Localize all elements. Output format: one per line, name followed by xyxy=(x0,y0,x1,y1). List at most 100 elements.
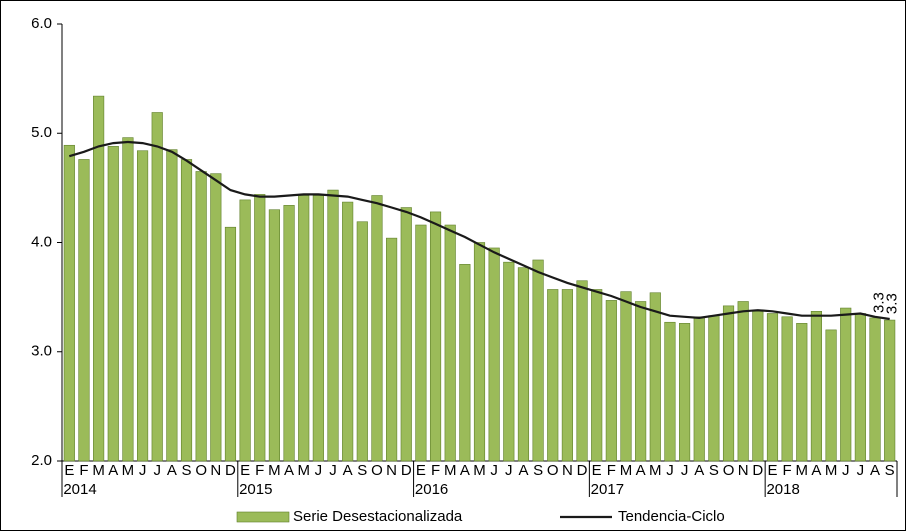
bar xyxy=(356,221,368,462)
bar xyxy=(561,289,573,462)
x-tick-label: M xyxy=(796,462,809,479)
x-tick-label: D xyxy=(752,462,763,479)
x-tick-label: D xyxy=(225,462,236,479)
x-tick-label: O xyxy=(547,462,559,479)
bar xyxy=(151,112,163,462)
bar xyxy=(459,264,471,462)
y-tick-label: 6.0 xyxy=(31,15,52,32)
bar xyxy=(429,211,442,462)
bar xyxy=(371,195,383,462)
trend-line xyxy=(68,140,890,321)
x-tick-label: F xyxy=(255,462,264,479)
x-tick-label: J xyxy=(329,462,337,479)
x-tick-label: A xyxy=(167,462,177,479)
bar xyxy=(693,316,705,462)
x-tick-label: E xyxy=(240,462,250,479)
x-tick-label: S xyxy=(182,462,192,479)
bar xyxy=(224,226,237,462)
bar xyxy=(722,305,735,462)
x-tick-label: A xyxy=(108,462,118,479)
x-tick-label: F xyxy=(79,462,88,479)
bar xyxy=(444,224,456,462)
bar xyxy=(547,289,559,462)
x-tick-label: F xyxy=(431,462,440,479)
x-tick-label: E xyxy=(767,462,777,479)
x-tick-label: A xyxy=(694,462,704,479)
bar xyxy=(78,159,90,462)
x-tick-label: M xyxy=(92,462,105,479)
x-tick-label: F xyxy=(783,462,792,479)
x-tick-label: O xyxy=(723,462,735,479)
x-tick-label: M xyxy=(444,462,457,479)
x-tick-label: J xyxy=(842,462,850,479)
bar xyxy=(591,289,603,462)
bar xyxy=(503,261,515,462)
x-tick-label: M xyxy=(825,462,838,479)
bar xyxy=(884,319,896,462)
year-label: 2015 xyxy=(239,481,272,498)
legend-label: Tendencia-Ciclo xyxy=(618,508,725,525)
x-tick-label: F xyxy=(607,462,616,479)
x-tick-label: M xyxy=(473,462,486,479)
bar xyxy=(825,329,837,462)
bar xyxy=(854,313,866,462)
x-tick-label: J xyxy=(666,462,674,479)
x-tick-label: A xyxy=(343,462,353,479)
x-tick-label: J xyxy=(681,462,689,479)
year-label: 2017 xyxy=(591,481,624,498)
bar xyxy=(473,242,486,462)
x-tick-label: D xyxy=(401,462,412,479)
bar xyxy=(254,194,266,462)
bar xyxy=(869,317,881,462)
bar xyxy=(752,311,764,462)
x-tick-label: N xyxy=(562,462,573,479)
x-tick-label: J xyxy=(139,462,147,479)
bar xyxy=(635,301,647,462)
bar xyxy=(488,247,500,462)
bar xyxy=(620,291,632,462)
bar xyxy=(532,259,544,462)
bar xyxy=(766,313,779,462)
x-tick-label: D xyxy=(577,462,588,479)
y-tick-label: 3.0 xyxy=(31,343,52,360)
x-tick-label: N xyxy=(210,462,221,479)
bar xyxy=(166,149,178,462)
x-tick-label: J xyxy=(490,462,498,479)
bar xyxy=(298,195,310,462)
x-tick-label: S xyxy=(357,462,367,479)
x-tick-label: S xyxy=(709,462,719,479)
bar xyxy=(312,195,324,462)
value-label: 3.3 xyxy=(884,293,901,314)
legend-swatch xyxy=(236,511,290,523)
bar xyxy=(180,159,193,462)
x-tick-label: A xyxy=(811,462,821,479)
bar xyxy=(796,323,808,462)
x-tick-label: A xyxy=(460,462,470,479)
x-tick-label: J xyxy=(505,462,513,479)
bar xyxy=(517,267,530,462)
x-tick-label: M xyxy=(649,462,662,479)
bar xyxy=(327,189,339,462)
x-tick-label: A xyxy=(284,462,294,479)
bar xyxy=(195,171,207,462)
x-tick-label: S xyxy=(533,462,543,479)
bar xyxy=(136,150,149,462)
bar xyxy=(679,323,691,462)
year-label: 2016 xyxy=(415,481,448,498)
value-label: 3.3 xyxy=(871,292,888,313)
bar xyxy=(840,307,852,462)
bar xyxy=(781,316,793,462)
x-tick-label: E xyxy=(416,462,426,479)
bar xyxy=(664,321,676,462)
bar xyxy=(268,209,280,462)
x-tick-label: S xyxy=(885,462,895,479)
x-tick-label: E xyxy=(592,462,602,479)
x-tick-label: N xyxy=(738,462,749,479)
bar xyxy=(107,146,119,462)
x-tick-label: N xyxy=(386,462,397,479)
x-tick-label: J xyxy=(857,462,865,479)
bar xyxy=(63,144,75,462)
x-tick-label: M xyxy=(620,462,633,479)
y-tick-label: 5.0 xyxy=(31,124,52,141)
